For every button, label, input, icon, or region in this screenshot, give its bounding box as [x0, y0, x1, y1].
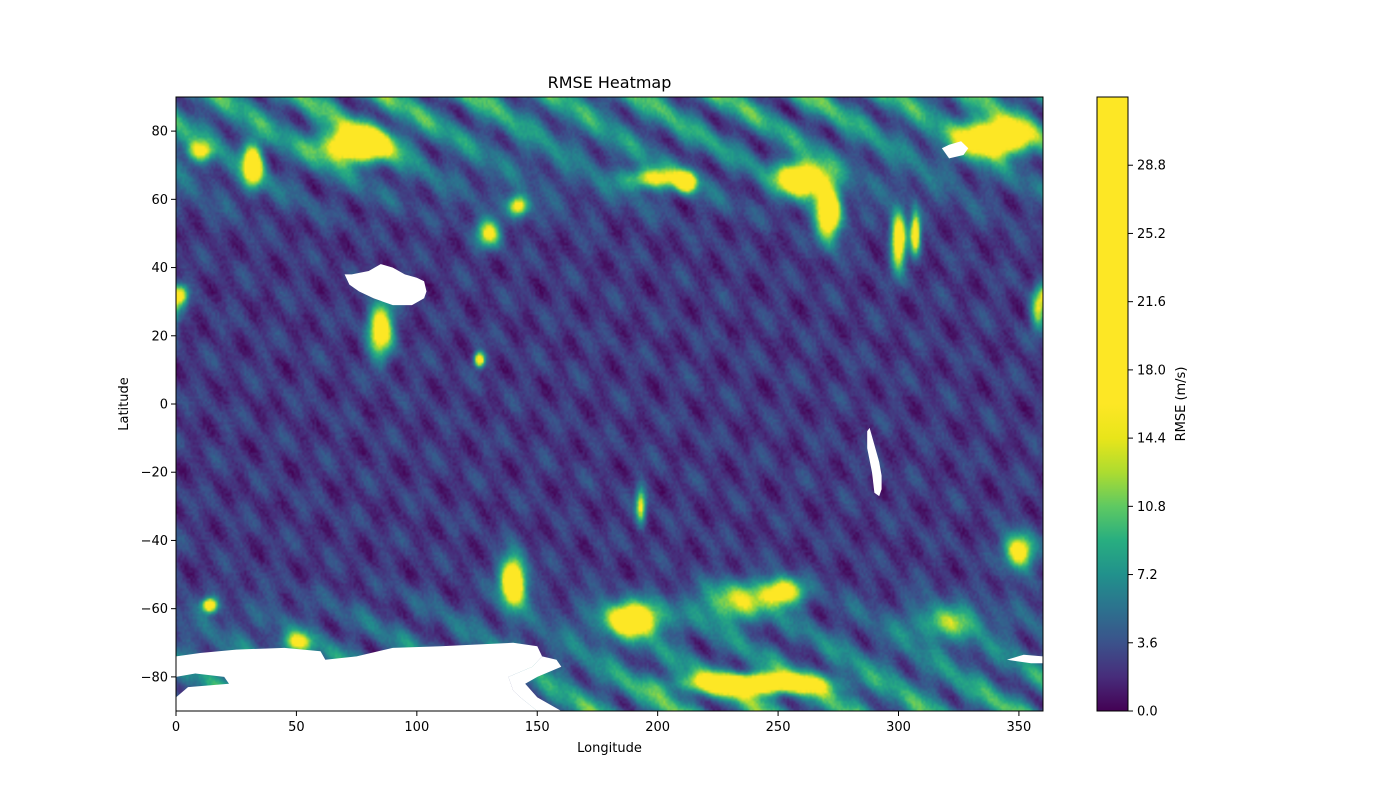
y-axis-label: Latitude [117, 377, 132, 431]
colorbar: 0.0 3.6 7.2 10.8 14.4 18.0 21.6 25.2 28.8 RMSE (… [1096, 96, 1189, 720]
y-tick-label: 80 [151, 125, 168, 140]
x-tick-label: 100 [404, 720, 429, 735]
colorbar-tick-label: 7.2 [1137, 568, 1158, 583]
mask-andes [867, 427, 882, 497]
y-tick-label: −80 [141, 670, 168, 685]
colorbar-tick-label: 3.6 [1137, 636, 1158, 651]
mask-antarctica-east-edge [1006, 654, 1043, 664]
heatmap [176, 97, 1043, 711]
y-tick-label: 20 [151, 329, 168, 344]
colorbar-tick-label: 10.8 [1137, 500, 1166, 515]
colorbar-tick-label: 0.0 [1137, 705, 1158, 720]
colorbar-tick-label: 25.2 [1137, 227, 1166, 242]
colorbar-label: RMSE (m/s) [1174, 367, 1189, 442]
colorbar-tick-label: 28.8 [1137, 159, 1166, 174]
x-tick-label: 150 [525, 720, 550, 735]
colorbar-tick-label: 14.4 [1137, 432, 1166, 447]
x-tick-label: 350 [1007, 720, 1032, 735]
x-tick-label: 300 [886, 720, 911, 735]
y-tick-label: 0 [160, 398, 168, 413]
x-tick-label: 250 [766, 720, 791, 735]
colorbar-ticks: 0.0 3.6 7.2 10.8 14.4 18.0 21.6 25.2 28.8 [1128, 159, 1166, 720]
y-tick-label: −60 [141, 602, 168, 617]
x-axis: 0 50 100 150 200 250 300 350 [172, 711, 1031, 735]
mask-greenland [941, 141, 969, 159]
y-tick-label: 40 [151, 261, 168, 276]
mask-antarctica-west [176, 642, 543, 711]
heatmap-image [176, 97, 1043, 711]
x-tick-label: 0 [172, 720, 180, 735]
masked-regions [176, 141, 1043, 711]
colorbar-tick-label: 18.0 [1137, 363, 1166, 378]
x-tick-label: 200 [645, 720, 670, 735]
colorbar-tick-label: 21.6 [1137, 295, 1166, 310]
x-tick-label: 50 [288, 720, 305, 735]
mask-antarctica-ross [508, 656, 562, 711]
x-axis-label: Longitude [577, 741, 642, 756]
chart-title: RMSE Heatmap [548, 73, 672, 92]
y-tick-label: 60 [151, 193, 168, 208]
y-tick-label: −20 [141, 466, 168, 481]
colorbar-gradient [1096, 96, 1129, 712]
y-tick-label: −40 [141, 534, 168, 549]
mask-tibet [344, 264, 427, 306]
y-axis: −80 −60 −40 −20 0 20 40 60 80 [141, 125, 176, 685]
